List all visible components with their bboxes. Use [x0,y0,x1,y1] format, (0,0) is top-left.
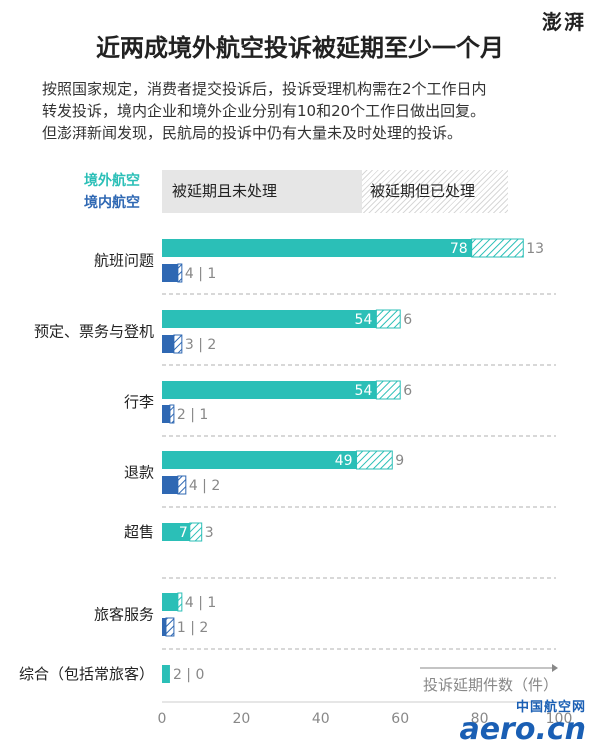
chart-title: 近两成境外航空投诉被延期至少一个月 [96,34,504,62]
bar-value-label: 3 | 2 [185,337,216,353]
description-line: 按照国家规定，消费者提交投诉后，投诉受理机构需在2个工作日内 [42,80,487,98]
bar-value-label: 13 [526,241,544,257]
legend-unprocessed-box: 被延期且未处理 [162,170,362,213]
bar-foreign-processed [189,522,203,542]
category-label: 预定、票务与登机 [34,323,154,341]
watermark-cn: 中国航空网 [515,700,586,715]
bar-domestic-unprocessed [162,264,178,282]
bar-foreign-unprocessed [162,451,357,469]
bar-value-label: 78 [450,241,468,257]
x-tick-label: 40 [312,711,330,727]
bar-domestic-unprocessed [162,618,166,636]
bar-value-label: 3 [205,525,214,541]
bar-value-label: 4 | 2 [189,478,220,494]
bar-domestic-unprocessed [162,405,170,423]
chart-description: 按照国家规定，消费者提交投诉后，投诉受理机构需在2个工作日内 转发投诉，境内企业… [42,78,570,144]
x-tick-label: 80 [471,711,489,727]
bar-foreign-unprocessed [162,523,190,541]
bar-foreign-processed [375,380,401,400]
bar-foreign-processed [471,238,524,258]
legend-foreign-label: 境外航空 [84,173,140,189]
x-tick-label: 0 [158,711,167,727]
bar-foreign-unprocessed [162,665,170,683]
description-line: 但澎湃新闻发现，民航局的投诉中仍有大量未及时处理的投诉。 [42,124,463,142]
bar-domestic-unprocessed [162,335,174,353]
category-label: 航班问题 [94,252,154,270]
bar-domestic-processed [177,263,183,283]
bar-value-label: 54 [355,312,373,328]
category-label: 行李 [124,393,154,411]
bar-foreign-unprocessed [162,593,178,611]
bar-value-label: 2 | 0 [173,667,204,683]
x-tick-label: 20 [232,711,250,727]
bar-domestic-processed [173,334,183,354]
watermark-en: aero.cn [459,712,586,747]
watermark: 中国航空网 aero.cn [459,696,586,745]
legend-unprocessed-label: 被延期且未处理 [172,182,278,200]
x-axis-arrowhead [552,664,558,672]
bar-domestic-processed [169,404,175,424]
bar-domestic-processed [177,475,187,495]
legend-domestic-label: 境内航空 [84,195,140,211]
bar-value-label: 49 [335,453,353,469]
category-label: 旅客服务 [94,606,154,624]
bar-foreign-processed [177,592,183,612]
category-label: 超售 [124,523,154,541]
bar-value-label: 2 | 1 [177,407,208,423]
bar-domestic-processed [165,617,175,637]
bar-foreign-unprocessed [162,310,377,328]
bar-value-label: 6 [403,312,412,328]
category-label: 综合（包括常旅客） [19,665,154,683]
bar-foreign-processed [356,450,393,470]
bar-value-label: 1 | 2 [177,620,208,636]
description-line: 转发投诉，境内企业和境外企业分别有10和20个工作日做出回复。 [42,102,486,120]
category-label: 退款 [124,464,154,482]
legend-processed-label: 被延期但已处理 [370,182,476,200]
legend-series: 境外航空 境内航空 [84,170,140,214]
legend-processed-box: 被延期但已处理 [362,170,508,213]
bar-value-label: 4 | 1 [185,595,216,611]
bar-value-label: 54 [355,383,373,399]
x-axis-title: 投诉延期件数（件） [423,676,558,694]
bar-domestic-unprocessed [162,476,178,494]
logo: 澎湃 [542,10,586,34]
bar-foreign-processed [375,309,401,329]
bar-foreign-unprocessed [162,381,377,399]
bar-value-label: 4 | 1 [185,266,216,282]
x-tick-label: 100 [546,711,573,727]
bar-foreign-unprocessed [162,239,472,257]
bar-value-label: 9 [395,453,404,469]
bar-value-label: 6 [403,383,412,399]
x-tick-label: 60 [391,711,409,727]
bar-value-label: 7 [179,525,188,541]
